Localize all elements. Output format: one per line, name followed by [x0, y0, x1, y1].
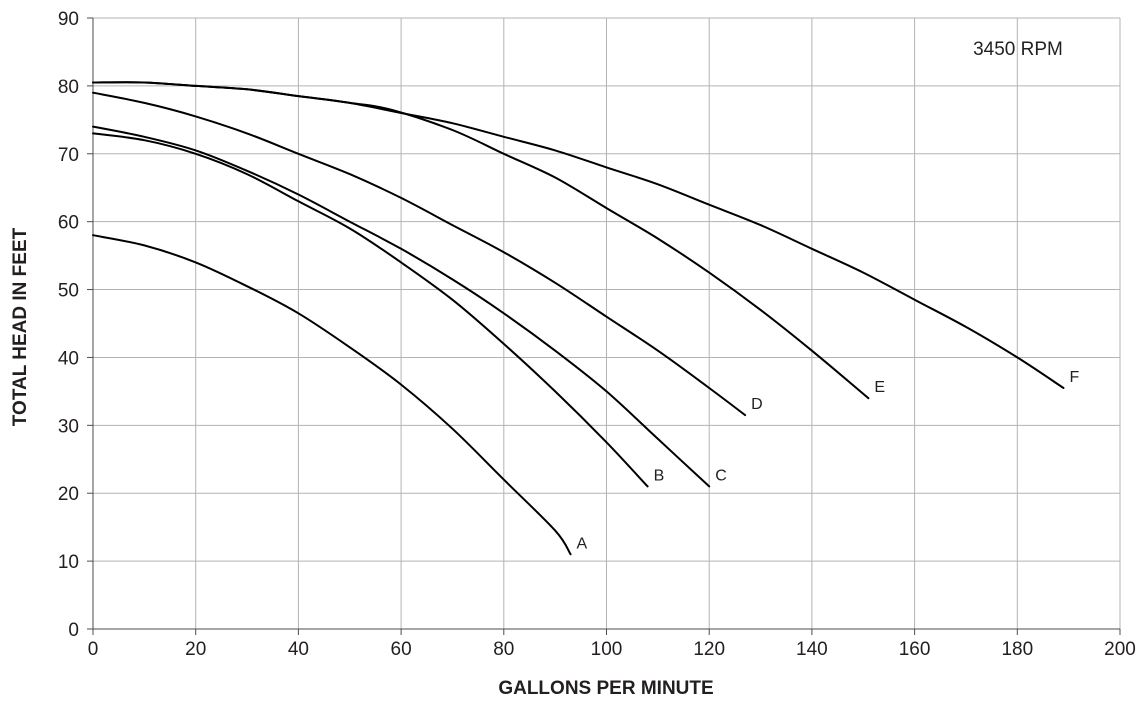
- curve-label-c: C: [715, 467, 727, 484]
- y-tick-label: 70: [58, 145, 79, 166]
- x-tick-label: 100: [591, 639, 623, 660]
- curve-label-d: D: [751, 396, 763, 413]
- curve-a: [92, 234, 572, 556]
- y-tick-label: 50: [58, 281, 79, 302]
- x-tick-label: 80: [493, 639, 514, 660]
- curve-b: [92, 132, 649, 488]
- y-tick-label: 20: [58, 484, 79, 505]
- x-axis-title: GALLONS PER MINUTE: [498, 678, 713, 699]
- curve-label-b: B: [654, 467, 665, 484]
- x-tick-label: 120: [693, 639, 725, 660]
- curve-labels: A B C D E F: [577, 369, 1080, 552]
- x-tick-label: 20: [185, 639, 206, 660]
- axes: 0 20 40 60 80 100 120 140 160 180 200 0 10 20 30 40 50 60…: [58, 9, 1136, 660]
- curves: [92, 81, 1065, 556]
- x-tick-label: 200: [1104, 639, 1136, 660]
- x-tick-label: 40: [288, 639, 309, 660]
- x-tick-label: 180: [1001, 639, 1033, 660]
- y-tick-label: 30: [58, 416, 79, 437]
- x-tick-label: 140: [796, 639, 828, 660]
- curve-d: [92, 91, 747, 417]
- rpm-annotation: 3450 RPM: [973, 39, 1063, 60]
- x-tick-label: 60: [391, 639, 412, 660]
- x-tick-label: 0: [88, 639, 99, 660]
- curve-label-a: A: [577, 535, 588, 552]
- y-tick-label: 10: [58, 552, 79, 573]
- grid: [93, 17, 1121, 629]
- y-tick-label: 60: [58, 213, 79, 234]
- x-tick-label: 160: [899, 639, 931, 660]
- curve-label-e: E: [874, 379, 885, 396]
- curve-label-f: F: [1070, 369, 1080, 386]
- y-tick-label: 80: [58, 77, 79, 98]
- y-axis-title: TOTAL HEAD IN FEET: [10, 227, 31, 426]
- curve-f: [92, 81, 1065, 389]
- y-tick-label: 90: [58, 9, 79, 30]
- y-tick-label: 40: [58, 348, 79, 369]
- y-tick-label: 0: [68, 620, 79, 641]
- curve-c: [92, 125, 711, 488]
